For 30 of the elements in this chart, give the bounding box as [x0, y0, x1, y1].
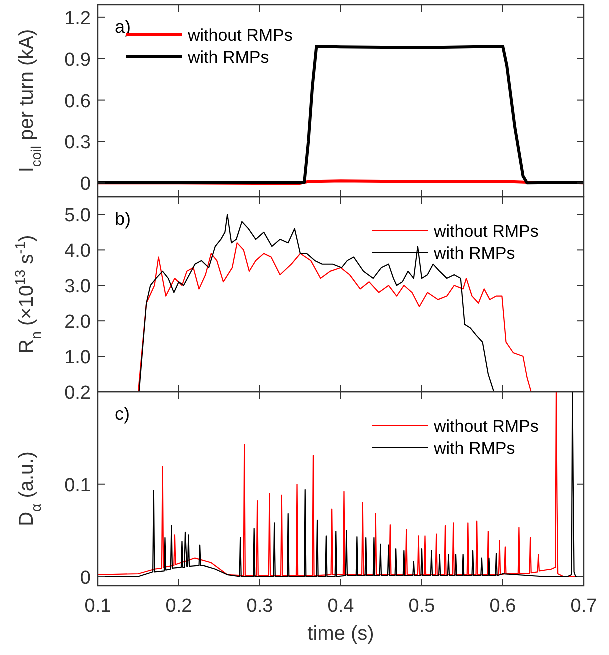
x-tick-label: 0.5: [408, 596, 436, 617]
x-tick-label: 0.7: [570, 596, 598, 617]
legend-label: without RMPs: [433, 222, 539, 241]
x-tick-label: 0.2: [166, 596, 192, 617]
y-tick-label: 0: [80, 174, 91, 196]
y-tick-label: 0.9: [64, 50, 91, 71]
y-tick-label: 0.3: [64, 132, 91, 154]
y-tick-label: 0.1: [64, 475, 91, 496]
legend-label: with RMPs: [433, 244, 516, 263]
annotation: b): [115, 209, 132, 229]
legend-label: without RMPs: [187, 26, 293, 45]
y-tick-label: 2.0: [64, 312, 91, 334]
y-tick-label: 3.0: [64, 276, 91, 298]
y-tick-label: 1.0: [64, 348, 91, 369]
x-tick-label: 0.3: [246, 596, 274, 617]
annotation: c): [115, 404, 130, 424]
x-tick-label: 0.4: [328, 596, 355, 617]
y-tick-label: 0.6: [64, 91, 91, 112]
legend-label: with RMPs: [187, 48, 270, 67]
x-axis-title: time (s): [308, 623, 374, 645]
x-tick-label: 0.6: [490, 596, 516, 617]
y-tick-label: 5.0: [64, 206, 91, 227]
line-series: [98, 44, 584, 185]
legend-label: with RMPs: [433, 439, 516, 458]
y-tick-label: 4.0: [64, 241, 91, 262]
legend-label: without RMPs: [433, 417, 539, 436]
line-series: [98, 392, 584, 578]
y-tick-label: 0.2: [64, 383, 91, 404]
y-tick-label: 1.2: [64, 8, 91, 30]
y-tick-label: 0: [80, 568, 91, 589]
